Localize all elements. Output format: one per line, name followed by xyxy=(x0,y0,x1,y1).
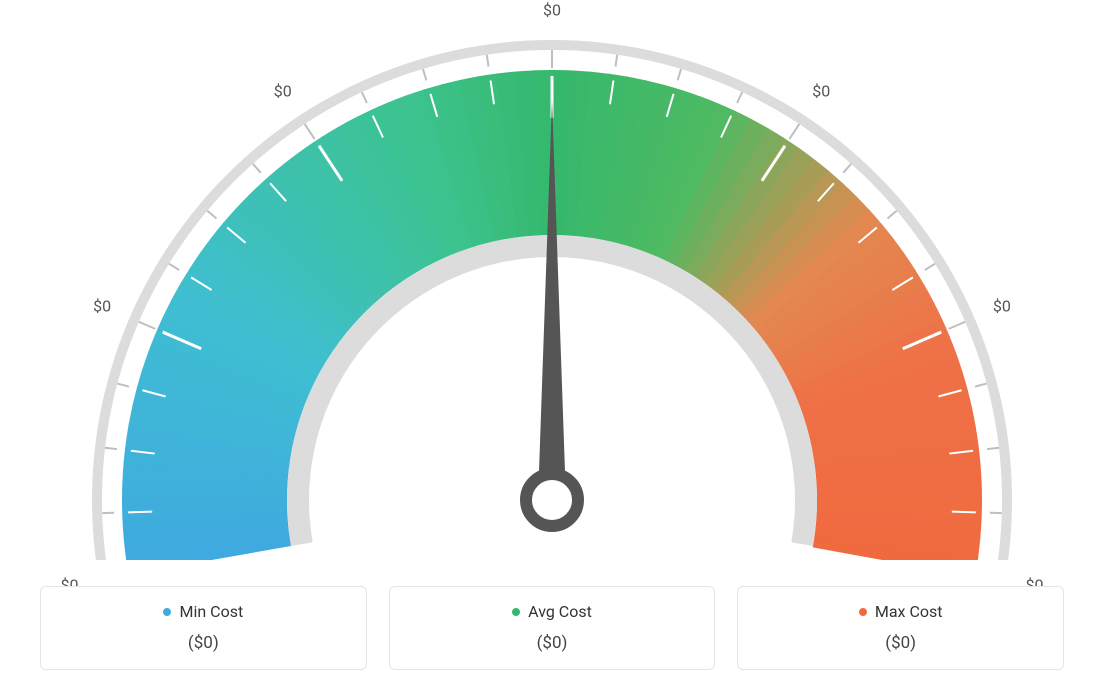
legend-value-min: ($0) xyxy=(51,633,356,653)
legend-card-avg: Avg Cost ($0) xyxy=(389,586,716,671)
legend-value-avg: ($0) xyxy=(400,633,705,653)
legend-dot-max xyxy=(859,608,867,616)
gauge-area: $0$0$0$0$0$0$0 xyxy=(0,0,1104,560)
gauge-tick-label: $0 xyxy=(93,296,111,315)
legend-label-avg: Avg Cost xyxy=(528,602,592,621)
legend-label-max: Max Cost xyxy=(875,602,943,621)
gauge-tick-label: $0 xyxy=(812,81,830,100)
gauge-svg xyxy=(0,0,1104,560)
legend-card-max: Max Cost ($0) xyxy=(737,586,1064,671)
legend-dot-min xyxy=(163,608,171,616)
legend-title-max: Max Cost xyxy=(859,602,943,621)
legend-title-min: Min Cost xyxy=(163,602,243,621)
gauge-tick-label: $0 xyxy=(993,296,1011,315)
legend-label-min: Min Cost xyxy=(179,602,243,621)
gauge-tick-label: $0 xyxy=(543,1,561,20)
legend-title-avg: Avg Cost xyxy=(512,602,592,621)
gauge-chart-container: $0$0$0$0$0$0$0 Min Cost ($0) Avg Cost ($… xyxy=(0,0,1104,690)
legend-card-min: Min Cost ($0) xyxy=(40,586,367,671)
gauge-tick-label: $0 xyxy=(274,81,292,100)
legend-dot-avg xyxy=(512,608,520,616)
legend-value-max: ($0) xyxy=(748,633,1053,653)
legend-row: Min Cost ($0) Avg Cost ($0) Max Cost ($0… xyxy=(40,586,1064,671)
